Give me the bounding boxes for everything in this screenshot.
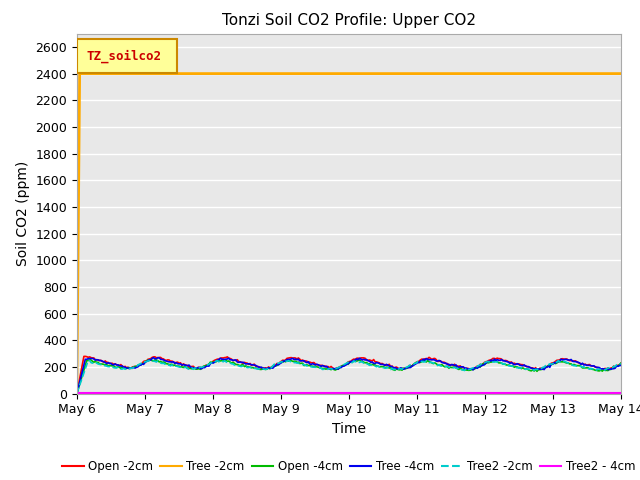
Tree2 - 4cm: [617, 390, 625, 396]
Open -2cm: [354, 355, 362, 361]
Tree -2cm: [93, 71, 100, 76]
Tree -4cm: [354, 357, 362, 362]
Tree2 -2cm: [543, 363, 551, 369]
Tree2 - 4cm: [461, 390, 468, 396]
Open -2cm: [110, 361, 118, 367]
X-axis label: Time: Time: [332, 422, 366, 436]
Legend: Open -2cm, Tree -2cm, Open -4cm, Tree -4cm, Tree2 -2cm, Tree2 - 4cm: Open -2cm, Tree -2cm, Open -4cm, Tree -4…: [58, 456, 640, 478]
Tree2 -2cm: [617, 361, 625, 367]
Open -2cm: [462, 366, 470, 372]
Tree -2cm: [110, 71, 118, 76]
Tree -4cm: [73, 391, 81, 396]
Open -4cm: [73, 391, 81, 396]
Tree -4cm: [617, 362, 625, 368]
Tree2 -2cm: [218, 358, 225, 363]
Line: Tree2 -2cm: Tree2 -2cm: [77, 360, 621, 394]
Open -2cm: [80, 353, 88, 359]
Text: TZ_soilco2: TZ_soilco2: [86, 49, 161, 63]
Open -4cm: [93, 360, 100, 365]
Tree2 - 4cm: [73, 390, 81, 396]
Tree -2cm: [354, 71, 362, 76]
Title: Tonzi Soil CO2 Profile: Upper CO2: Tonzi Soil CO2 Profile: Upper CO2: [222, 13, 476, 28]
Tree -4cm: [543, 364, 551, 370]
Tree2 -2cm: [354, 359, 362, 365]
Line: Open -2cm: Open -2cm: [77, 356, 621, 394]
Open -2cm: [73, 391, 81, 396]
Open -4cm: [462, 367, 470, 373]
Tree2 - 4cm: [541, 390, 549, 396]
Open -4cm: [86, 357, 93, 362]
Open -2cm: [617, 360, 625, 366]
Tree2 -2cm: [462, 366, 470, 372]
Open -4cm: [614, 363, 622, 369]
Tree -4cm: [92, 357, 99, 363]
FancyBboxPatch shape: [77, 39, 177, 73]
Tree -4cm: [462, 365, 470, 371]
Open -2cm: [543, 364, 551, 370]
Tree -2cm: [73, 391, 81, 396]
Open -2cm: [614, 362, 622, 368]
Tree -4cm: [108, 362, 116, 368]
Y-axis label: Soil CO2 (ppm): Soil CO2 (ppm): [15, 161, 29, 266]
Tree2 -2cm: [108, 364, 116, 370]
Tree2 - 4cm: [612, 390, 620, 396]
Open -4cm: [110, 363, 118, 369]
Open -4cm: [543, 363, 551, 369]
Open -4cm: [354, 358, 362, 363]
Tree -4cm: [150, 355, 157, 360]
Tree2 -2cm: [73, 391, 81, 396]
Tree -2cm: [543, 71, 551, 76]
Tree -2cm: [76, 71, 83, 76]
Tree2 - 4cm: [108, 390, 116, 396]
Tree2 -2cm: [92, 360, 99, 365]
Open -2cm: [93, 357, 100, 363]
Tree -2cm: [617, 71, 625, 76]
Tree2 -2cm: [614, 361, 622, 367]
Line: Tree -2cm: Tree -2cm: [77, 73, 621, 394]
Tree2 - 4cm: [92, 390, 99, 396]
Tree2 - 4cm: [353, 390, 360, 396]
Line: Tree -4cm: Tree -4cm: [77, 358, 621, 394]
Tree -2cm: [614, 71, 622, 76]
Tree -2cm: [462, 71, 470, 76]
Open -4cm: [617, 360, 625, 366]
Line: Open -4cm: Open -4cm: [77, 360, 621, 394]
Tree -4cm: [614, 363, 622, 369]
